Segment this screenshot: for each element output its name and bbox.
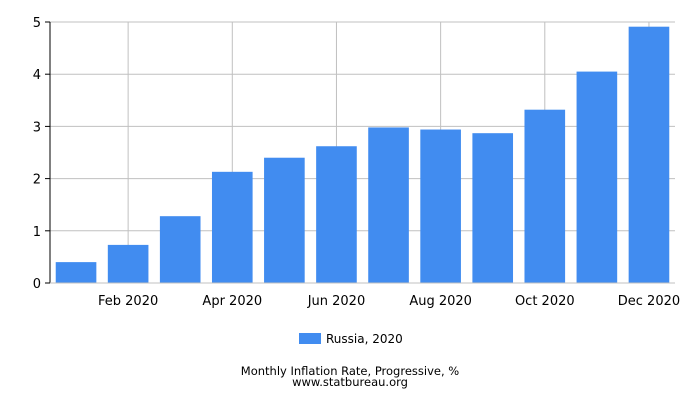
x-tick-label-jun-2020: Jun 2020 — [307, 294, 366, 309]
x-tick-label-apr-2020: Apr 2020 — [202, 294, 262, 309]
legend: Russia, 2020 — [299, 332, 403, 346]
y-tick-label-2: 2 — [33, 173, 41, 188]
x-tick-labels: Feb 2020 Apr 2020 Jun 2020 Aug 2020 Oct 2020… — [98, 294, 680, 309]
bar-jul-2020 — [368, 127, 409, 283]
y-tick-label-1: 1 — [33, 225, 41, 240]
y-tick-label-3: 3 — [33, 120, 41, 135]
x-tick-label-oct-2020: Oct 2020 — [515, 294, 575, 309]
y-tick-labels: 0 1 2 3 4 5 — [33, 16, 41, 292]
x-tick-label-feb-2020: Feb 2020 — [98, 294, 158, 309]
bar-sep-2020 — [472, 133, 514, 283]
chart-title: Monthly Inflation Rate, Progressive, % — [241, 364, 459, 378]
chart-subtitle: www.statbureau.org — [292, 375, 408, 389]
bar-oct-2020 — [524, 109, 566, 283]
bar-dec-2020 — [628, 26, 670, 284]
y-tick-label-5: 5 — [33, 16, 41, 31]
axes — [45, 21, 675, 284]
bar-apr-2020 — [211, 171, 253, 283]
bar-may-2020 — [264, 157, 305, 283]
legend-swatch-russia-2020 — [299, 333, 321, 344]
y-tick-label-4: 4 — [33, 68, 41, 83]
x-tick-label-dec-2020: Dec 2020 — [618, 294, 680, 309]
bar-aug-2020 — [420, 129, 461, 283]
y-tick-label-0: 0 — [33, 277, 41, 292]
x-tick-label-aug-2020: Aug 2020 — [409, 294, 472, 309]
legend-label: Russia, 2020 — [326, 332, 403, 346]
bar-jun-2020 — [316, 146, 357, 283]
bar-nov-2020 — [576, 71, 618, 283]
bars — [55, 26, 670, 284]
bar-feb-2020 — [107, 244, 149, 283]
bar-mar-2020 — [159, 216, 201, 283]
bar-jan-2020 — [55, 262, 97, 283]
